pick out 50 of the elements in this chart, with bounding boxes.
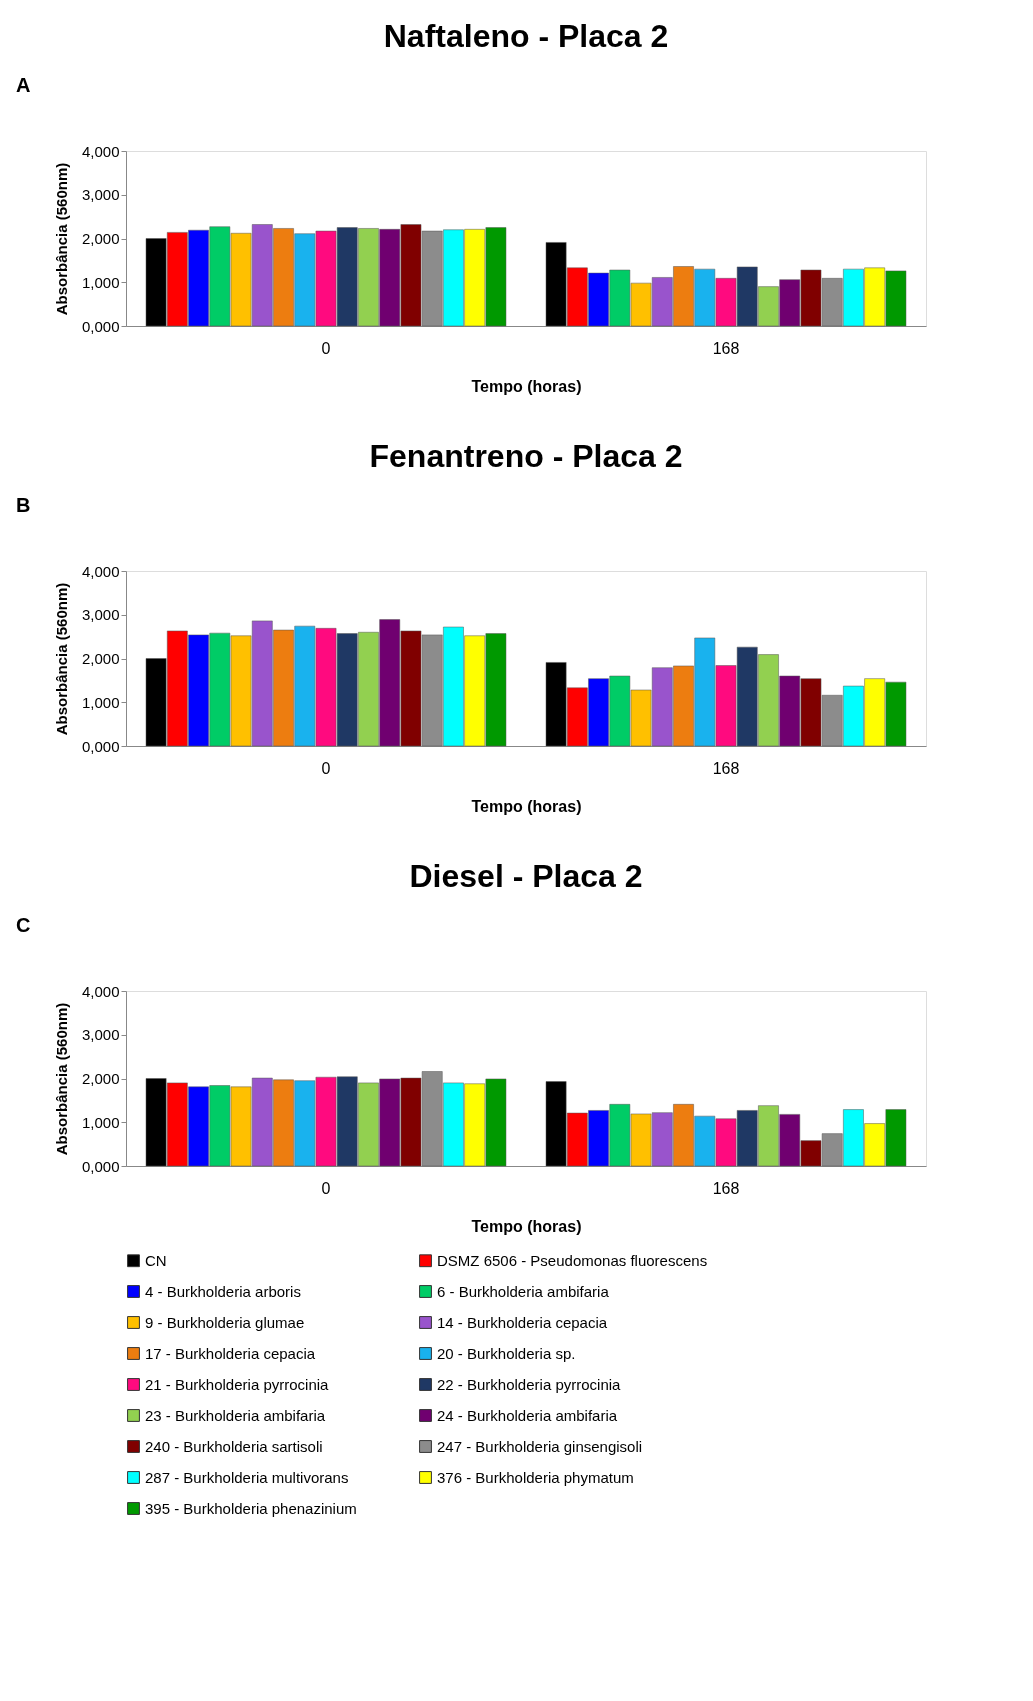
x-tick-label: 168	[712, 339, 740, 357]
text: A	[16, 74, 31, 96]
legend-label: 4 - Burkholderia arboris	[145, 1282, 301, 1300]
legend-label: 17 - Burkholderia cepacia	[145, 1344, 316, 1362]
y-tick-label: 4,000	[81, 142, 120, 160]
legend-label: 14 - Burkholderia cepacia	[437, 1313, 608, 1331]
y-tick-label: 2,000	[81, 1070, 120, 1087]
text: C	[16, 914, 31, 936]
legend-label: 240 - Burkholderia sartisoli	[145, 1437, 323, 1455]
chart-title: Fenantreno - Placa 2	[369, 438, 683, 474]
x-axis-title: Tempo (horas)	[471, 1217, 582, 1235]
x-tick-label: 168	[712, 759, 740, 777]
x-axis-title: Tempo (horas)	[471, 377, 582, 395]
legend-label: 22 - Burkholderia pyrrocinia	[437, 1375, 622, 1393]
legend-label: 24 - Burkholderia ambifaria	[437, 1406, 618, 1424]
text: B	[16, 494, 31, 516]
legend-label: CN	[145, 1251, 167, 1269]
legend-label: 23 - Burkholderia ambifaria	[145, 1406, 326, 1424]
x-tick-label: 0	[321, 759, 331, 777]
legend-label: 20 - Burkholderia sp.	[437, 1344, 576, 1362]
y-axis-title: Absorbância (560nm)	[52, 1002, 70, 1156]
x-tick-label: 0	[321, 339, 331, 357]
y-tick-label: 0,000	[81, 1157, 120, 1175]
y-axis-title: Absorbância (560nm)	[52, 162, 70, 316]
y-axis-title: Absorbância (560nm)	[52, 582, 70, 736]
y-tick-label: 4,000	[81, 562, 120, 580]
y-tick-label: 0,000	[81, 737, 120, 755]
legend-label: DSMZ 6506 - Pseudomonas fluorescens	[437, 1251, 708, 1269]
legend-label: 6 - Burkholderia ambifaria	[437, 1282, 610, 1300]
y-tick-label: 1,000	[81, 1113, 120, 1131]
y-tick-label: 2,000	[81, 230, 120, 247]
legend-label: 247 - Burkholderia ginsengisoli	[437, 1437, 643, 1455]
legend-label: 9 - Burkholderia glumae	[145, 1313, 305, 1331]
y-tick-label: 1,000	[81, 273, 120, 291]
legend-label: 395 - Burkholderia phenazinium	[145, 1499, 357, 1517]
y-tick-label: 2,000	[81, 650, 120, 667]
y-tick-label: 0,000	[81, 317, 120, 335]
legend-label: 21 - Burkholderia pyrrocinia	[145, 1375, 330, 1393]
x-axis-title: Tempo (horas)	[471, 797, 582, 815]
y-tick-label: 3,000	[81, 186, 120, 204]
legend-label: 376 - Burkholderia phymatum	[437, 1468, 634, 1486]
x-tick-label: 168	[712, 1179, 740, 1197]
legend-label: 287 - Burkholderia multivorans	[145, 1468, 349, 1486]
chart-title: Diesel - Placa 2	[409, 858, 643, 894]
x-tick-label: 0	[321, 1179, 331, 1197]
y-tick-label: 3,000	[81, 606, 120, 624]
y-tick-label: 3,000	[81, 1026, 120, 1044]
y-tick-label: 1,000	[81, 693, 120, 711]
chart-title: Naftaleno - Placa 2	[383, 18, 669, 54]
y-tick-label: 4,000	[81, 982, 120, 1000]
